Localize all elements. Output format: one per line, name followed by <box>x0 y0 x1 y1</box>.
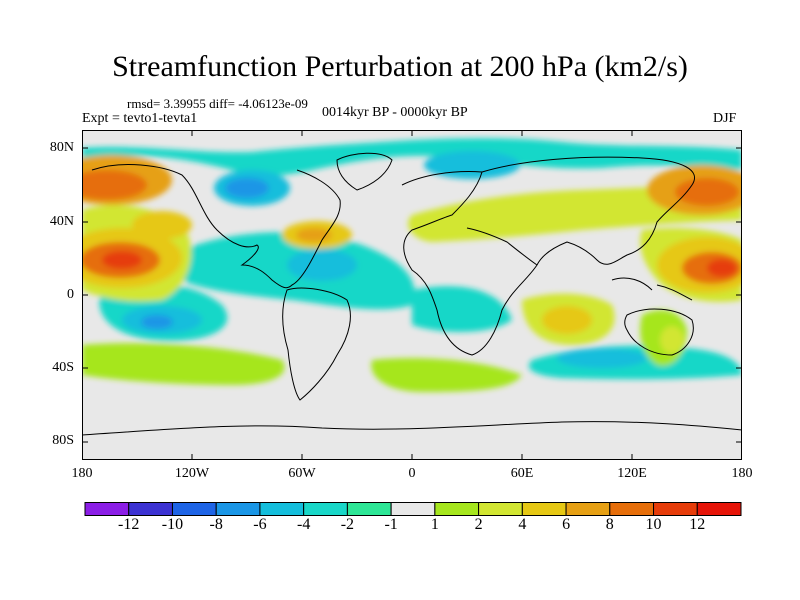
colorbar-swatch <box>653 502 698 516</box>
colorbar-tick-label: 1 <box>430 516 439 533</box>
lat-label-80n: 80N <box>49 140 74 155</box>
colorbar-tick-label: 4 <box>518 516 527 533</box>
colorbar-tick-label: 6 <box>562 516 571 533</box>
colorbar-swatch <box>434 502 480 516</box>
lon-ticks <box>191 130 633 460</box>
colorbar-tick-label: -8 <box>209 516 223 533</box>
colorbar-tick-label: -1 <box>384 516 398 533</box>
lon-label-0: 0 <box>408 466 416 481</box>
lon-label-120w: 120W <box>174 466 210 481</box>
colorbar-swatch <box>84 502 130 516</box>
colorbar-tick-label: 10 <box>645 516 662 533</box>
colorbar-tick-label: 8 <box>605 516 614 533</box>
greenland-coast <box>336 152 393 191</box>
colorbar-swatch <box>303 502 348 516</box>
lon-label-60e: 60E <box>510 466 534 481</box>
colorbar-swatch <box>478 502 523 516</box>
coastlines <box>82 152 742 436</box>
colorbar-tick-label: -6 <box>253 516 267 533</box>
plot-title: Streamfunction Perturbation at 200 hPa (… <box>112 50 688 83</box>
lat-label-40s: 40S <box>52 360 74 375</box>
colorbar-swatch <box>696 502 742 516</box>
colorbar-tick-label: -4 <box>296 516 311 533</box>
europe-africa-coast <box>401 171 538 356</box>
colorbar-tick-label: -10 <box>161 516 184 533</box>
colorbar-swatch <box>128 502 173 516</box>
colorbar-tick-label: -2 <box>340 516 355 533</box>
lon-label-180e: 180 <box>731 466 753 481</box>
colorbar-swatch <box>259 502 305 516</box>
stats-label: rmsd= 3.39955 diff= -4.06123e-09 <box>127 96 308 111</box>
colorbar <box>84 502 742 516</box>
asia-coast <box>481 156 695 266</box>
lat-label-80s: 80S <box>52 433 74 448</box>
colorbar-swatch <box>215 502 261 516</box>
antarctica-coast <box>82 421 742 436</box>
lon-label-180w: 180 <box>71 466 93 481</box>
colorbar-swatch <box>609 502 655 516</box>
contour-field <box>82 138 742 392</box>
north-america-coast <box>91 164 341 289</box>
season-label: DJF <box>713 111 737 126</box>
colorbar-tick-label: 2 <box>474 516 483 533</box>
lat-label-0: 0 <box>67 287 74 302</box>
period-label: 0014kyr BP - 0000kyr BP <box>322 105 468 120</box>
experiment-label: Expt = tevto1-tevta1 <box>82 111 198 126</box>
colorbar-swatch <box>521 502 567 516</box>
australia-coast <box>624 308 694 356</box>
lat-ticks <box>82 147 742 443</box>
colorbar-swatch <box>390 502 436 516</box>
colorbar-swatch <box>346 502 392 516</box>
map-panel <box>82 130 742 460</box>
maritime-continent-coast <box>611 277 693 301</box>
colorbar-swatch <box>171 502 217 516</box>
colorbar-tick-label: 12 <box>689 516 706 533</box>
colorbar-tick-label: -12 <box>118 516 140 533</box>
colorbar-swatch <box>565 502 611 516</box>
south-america-coast <box>282 287 351 401</box>
lon-label-120e: 120E <box>617 466 647 481</box>
lat-label-40n: 40N <box>49 214 74 229</box>
lon-label-60w: 60W <box>288 466 316 481</box>
